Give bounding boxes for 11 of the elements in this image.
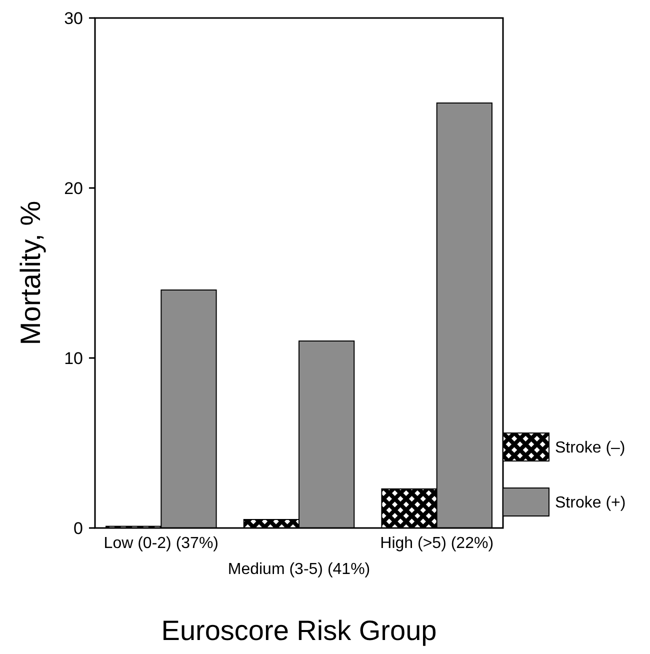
x-tick-label: Medium (3-5) (41%) bbox=[228, 561, 370, 578]
y-tick-label: 0 bbox=[74, 518, 83, 538]
y-tick-label: 10 bbox=[64, 348, 83, 368]
x-tick-label: Low (0-2) (37%) bbox=[104, 535, 219, 552]
x-tick-label: High (>5) (22%) bbox=[380, 535, 494, 552]
y-tick-label: 20 bbox=[64, 178, 83, 198]
legend-label: Stroke (+) bbox=[555, 494, 626, 512]
y-axis-title: Mortality, % bbox=[15, 200, 46, 346]
y-tick-label: 30 bbox=[64, 8, 83, 28]
x-axis-title: Euroscore Risk Group bbox=[161, 615, 437, 646]
legend-label: Stroke (–) bbox=[555, 440, 626, 457]
